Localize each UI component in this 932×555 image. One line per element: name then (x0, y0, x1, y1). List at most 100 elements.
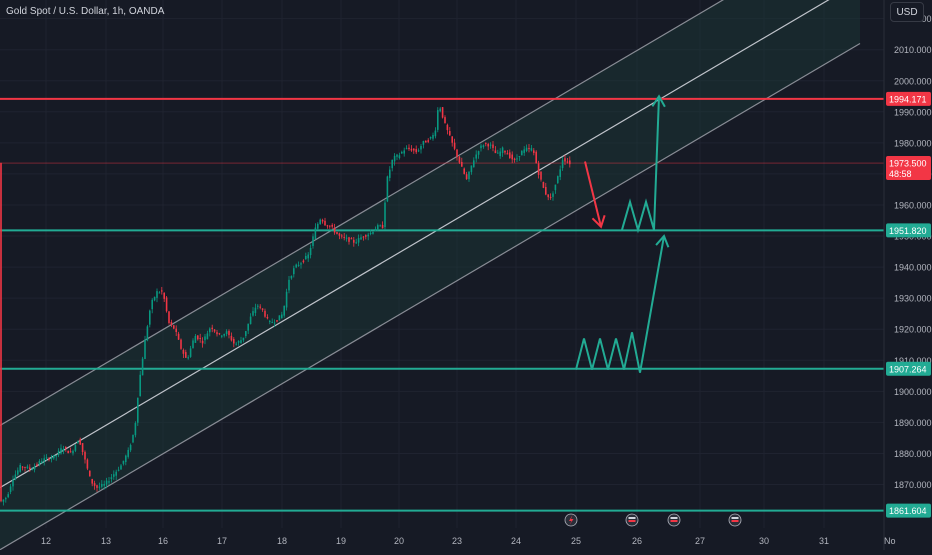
flag-icon[interactable] (667, 513, 681, 527)
event-markers[interactable] (564, 513, 742, 527)
flag-icon[interactable] (728, 513, 742, 527)
candle-body (96, 485, 98, 488)
candle-body (477, 151, 480, 155)
candle-body (518, 156, 521, 158)
currency-selector[interactable]: USD (890, 2, 924, 22)
candle-body (398, 155, 401, 158)
candle-body (569, 160, 571, 165)
candle-body (321, 219, 324, 222)
candle-body (31, 468, 33, 471)
candle-body (146, 326, 149, 341)
candle-body (566, 161, 569, 163)
candle-body (62, 449, 65, 452)
candle-body (458, 156, 461, 163)
candle-body (91, 478, 93, 484)
candle-body (434, 130, 437, 137)
lightning-glyph (569, 515, 574, 525)
candle-body (134, 423, 137, 436)
candle-body (331, 224, 333, 227)
candle-body (175, 328, 177, 332)
candle-body (168, 311, 170, 323)
candle-body (475, 154, 477, 159)
candle-body (120, 465, 122, 470)
scenario-arrow[interactable] (621, 96, 660, 234)
candle-body (365, 235, 367, 237)
candle-body (297, 264, 300, 266)
candle-body (29, 467, 31, 470)
candle-body (456, 149, 458, 157)
candle-body (506, 153, 509, 155)
candle-body (194, 335, 197, 343)
price-tick-label: 2000.000 (894, 76, 932, 86)
price-tick-label: 1870.000 (894, 480, 932, 490)
candle-body (545, 187, 547, 195)
candle-body (285, 291, 288, 308)
candle-body (564, 158, 566, 162)
level-price-label: 1951.820 (889, 226, 927, 236)
candle-body (533, 150, 535, 153)
candle-body (355, 242, 357, 244)
candle-body (333, 227, 336, 233)
candle-body (278, 315, 281, 321)
candle-body (451, 136, 453, 143)
candle-body (317, 223, 319, 229)
level-price-badge (886, 223, 931, 238)
time-tick-label: 12 (41, 536, 51, 546)
candle-body (446, 124, 449, 131)
candle-body (432, 134, 434, 139)
candle-body (110, 477, 113, 480)
time-tick-label: 30 (759, 536, 769, 546)
candle-body (441, 107, 444, 118)
candle-body (439, 108, 441, 112)
candle-body (302, 260, 305, 263)
scenario-arrow[interactable] (575, 235, 665, 373)
candle-body (81, 443, 84, 453)
arrow-head (651, 94, 666, 108)
candle-body (180, 339, 182, 349)
candle-body (48, 458, 50, 460)
last-price-label: 1973.500 (889, 159, 927, 169)
candle-body (429, 136, 432, 139)
candle-body (374, 229, 377, 232)
scenario-arrow[interactable] (584, 161, 602, 227)
candle-body (420, 146, 422, 150)
candle-body (509, 152, 511, 159)
price-tick-label: 1990.000 (894, 107, 932, 117)
candle-body (480, 145, 482, 149)
candle-body (377, 225, 379, 230)
candle-body (540, 171, 542, 180)
candle-body (329, 225, 331, 227)
channel-lower-line (0, 42, 861, 551)
flag-icon[interactable] (625, 513, 639, 527)
time-axis[interactable]: 12 13 16 17 18 19 20 23 24 25 26 27 30 31 No (41, 536, 896, 546)
candle-body (338, 233, 341, 236)
candle-body (206, 333, 209, 340)
time-tick-label: 31 (819, 536, 829, 546)
lightning-icon[interactable] (564, 513, 578, 527)
candle-body (67, 450, 69, 454)
candle-body (271, 322, 273, 324)
candle-body (427, 140, 429, 142)
horizontal-levels[interactable] (0, 97, 884, 512)
candle-body (444, 117, 446, 124)
candle-body (129, 445, 132, 451)
candle-body (185, 352, 187, 358)
candle-body (417, 150, 420, 152)
scenario-arrows[interactable] (575, 94, 670, 373)
candle-body (482, 145, 485, 147)
candle-body (141, 358, 144, 376)
candle-body (161, 290, 163, 292)
candle-body (93, 483, 96, 486)
candle-body (293, 268, 295, 275)
candle-body (192, 340, 194, 349)
channel-middle-line (0, 0, 830, 489)
candle-body (165, 297, 168, 312)
candle-body (521, 150, 523, 156)
candle-body (290, 275, 293, 279)
candle-body (72, 450, 74, 454)
candle-body (326, 225, 329, 227)
candle-body (537, 163, 540, 175)
candle-body (74, 445, 77, 451)
